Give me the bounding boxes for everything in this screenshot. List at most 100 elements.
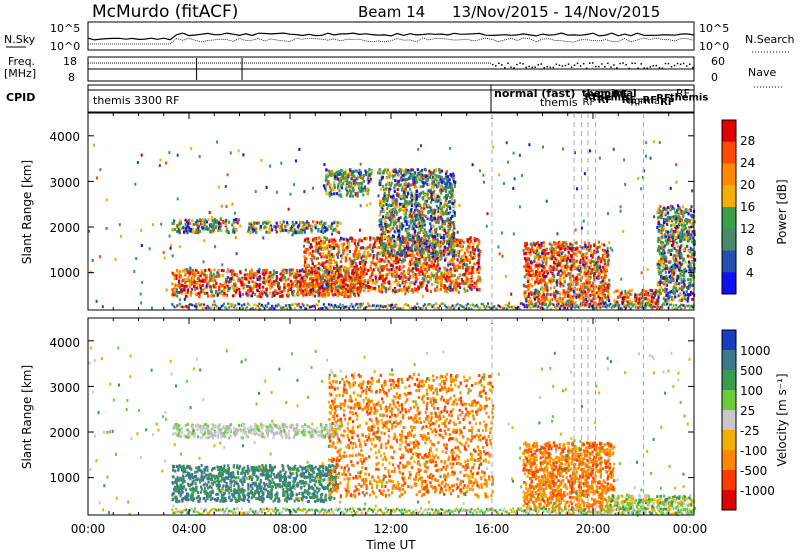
power-cell — [325, 226, 328, 230]
power-cell — [388, 255, 391, 259]
cpid-overlap-label: RF — [585, 92, 600, 103]
power-cell — [387, 240, 390, 244]
power-cell — [436, 195, 439, 199]
power-cell — [316, 221, 319, 225]
power-cell — [543, 277, 546, 281]
power-cell — [402, 170, 405, 174]
power-cell — [599, 281, 602, 284]
power-cell — [421, 223, 424, 227]
power-cell — [526, 272, 529, 276]
power-cell — [237, 279, 240, 283]
power-cell — [340, 254, 343, 258]
power-cell — [422, 219, 426, 223]
power-cell — [240, 280, 243, 284]
power-cell — [328, 263, 331, 266]
power-cell — [390, 270, 393, 274]
power-cell — [182, 278, 185, 282]
power-cell — [416, 245, 419, 249]
power-cell — [457, 250, 460, 254]
power-cell — [329, 226, 333, 230]
power-cell — [451, 248, 454, 252]
power-cell — [470, 288, 473, 292]
cpid-entry-themis: themis 3300 RF — [93, 94, 180, 107]
power-cell — [397, 274, 401, 278]
power-cell — [417, 264, 420, 268]
power-cell — [532, 296, 535, 300]
power-cell — [654, 288, 657, 292]
power-cell — [336, 272, 339, 276]
power-cell — [382, 209, 386, 213]
power-cell — [306, 226, 309, 230]
power-cell — [533, 297, 537, 301]
power-cell — [387, 173, 390, 177]
power-cell — [382, 204, 385, 208]
power-cell — [330, 278, 333, 282]
power-cell — [383, 231, 387, 234]
power-cell — [413, 282, 416, 286]
power-cell — [450, 273, 453, 277]
power-cell — [440, 236, 443, 239]
power-cell — [429, 233, 432, 237]
power-cell — [173, 219, 176, 223]
power-cell — [254, 271, 258, 275]
power-cell — [395, 266, 398, 270]
power-cell — [239, 224, 242, 228]
power-cell — [187, 221, 190, 225]
power-cell — [600, 297, 604, 300]
power-cell — [409, 211, 412, 215]
power-cell — [432, 236, 435, 240]
power-cell — [385, 183, 388, 187]
power-cell — [440, 225, 443, 229]
power-cell — [571, 264, 574, 268]
power-cell — [183, 284, 186, 288]
power-cell — [575, 279, 578, 283]
power-cell — [589, 260, 592, 264]
power-cell — [525, 258, 528, 262]
power-cell — [306, 273, 309, 277]
power-cell — [375, 253, 378, 257]
power-cell — [340, 265, 343, 269]
power-cell — [202, 272, 205, 276]
power-cell — [369, 236, 372, 240]
power-cell — [362, 174, 365, 177]
power-cell — [383, 280, 386, 284]
power-cell — [263, 220, 266, 224]
power-cell — [445, 278, 448, 282]
power-cell — [372, 236, 375, 240]
power-cell — [465, 280, 468, 283]
power-cell — [387, 196, 390, 200]
power-cell — [391, 290, 394, 294]
power-cell — [350, 271, 354, 275]
power-cell — [468, 253, 472, 257]
power-cell — [379, 225, 382, 229]
power-cell — [593, 264, 596, 268]
power-cell — [545, 259, 548, 263]
power-cell — [603, 256, 606, 259]
power-cell — [527, 267, 530, 271]
power-cell — [448, 182, 451, 186]
power-cell — [434, 200, 437, 204]
power-cell — [253, 228, 256, 232]
power-cell — [440, 215, 443, 219]
power-cell — [369, 243, 372, 247]
power-cell — [351, 262, 354, 266]
power-cell — [472, 247, 475, 251]
power-cell — [181, 284, 184, 287]
power-cell — [345, 266, 349, 270]
power-cell — [390, 181, 393, 185]
power-cell — [394, 173, 397, 177]
power-cell — [583, 241, 586, 245]
power-cell — [588, 265, 591, 269]
power-cell — [314, 283, 317, 287]
power-cell — [408, 284, 411, 288]
power-cell — [219, 222, 222, 226]
power-cell — [233, 289, 236, 293]
power-cell — [353, 260, 356, 264]
power-cell — [383, 200, 386, 204]
power-cell — [464, 262, 467, 266]
nave-dot — [619, 62, 621, 65]
power-cell — [531, 291, 534, 295]
power-cell — [340, 195, 343, 198]
power-cell — [179, 283, 182, 287]
power-cell — [226, 286, 229, 290]
